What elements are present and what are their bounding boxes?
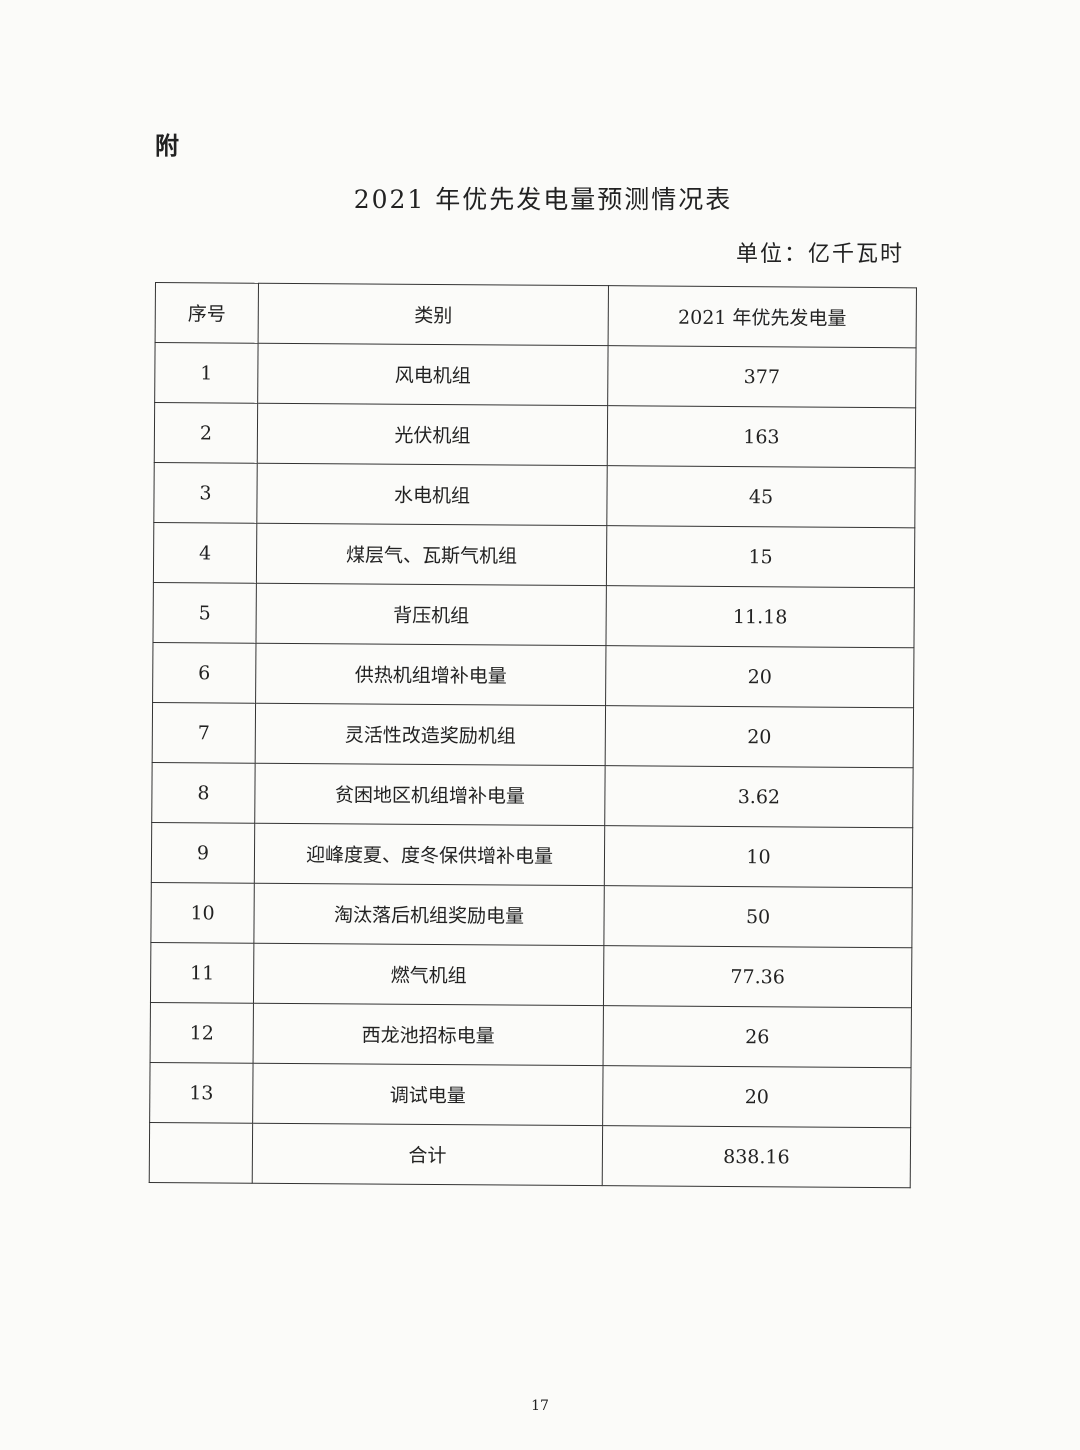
table-row: 6 供热机组增补电量 20 [152,642,914,708]
page-number: 17 [531,1398,549,1414]
table-row: 4 煤层气、瓦斯气机组 15 [153,522,915,588]
attachment-label: 附 [155,132,179,160]
cell-category: 燃气机组 [253,943,604,1006]
cell-index: 8 [151,762,256,824]
cell-index: 5 [152,582,257,644]
cell-amount: 50 [603,885,913,948]
cell-index [149,1122,253,1184]
cell-amount: 3.62 [604,765,914,828]
table-row: 9 迎峰度夏、度冬保供增补电量 10 [151,822,913,888]
cell-category: 风电机组 [257,343,609,406]
header-amount: 2021 年优先发电量 [608,285,917,348]
cell-amount: 163 [607,405,916,468]
cell-amount: 838.16 [602,1125,911,1188]
table-row: 13 调试电量 20 [149,1062,912,1128]
cell-amount: 15 [606,525,915,588]
cell-category: 供热机组增补电量 [255,643,606,706]
header-category: 类别 [258,283,609,346]
cell-index: 4 [153,522,257,584]
total-row: 合计 838.16 [149,1122,911,1188]
cell-index: 6 [152,642,256,704]
cell-category: 西龙池招标电量 [253,1003,604,1066]
table-row: 2 光伏机组 163 [154,402,916,468]
cell-category: 背压机组 [255,583,607,646]
header-index: 序号 [155,282,259,344]
cell-amount: 10 [604,825,913,888]
table-header-row: 序号 类别 2021 年优先发电量 [155,282,917,348]
cell-category: 灵活性改造奖励机组 [255,703,606,766]
table-row: 10 淘汰落后机组奖励电量 50 [150,882,913,948]
cell-index: 1 [154,342,259,404]
cell-amount: 77.36 [603,945,912,1008]
cell-amount: 20 [605,645,914,708]
table-row: 5 背压机组 11.18 [152,582,915,648]
cell-category: 水电机组 [256,463,608,526]
cell-amount: 11.18 [605,585,915,648]
cell-index: 13 [149,1062,254,1124]
cell-amount: 26 [603,1005,912,1068]
table-row: 3 水电机组 45 [153,462,916,528]
cell-category: 迎峰度夏、度冬保供增补电量 [254,823,605,886]
cell-amount: 20 [602,1065,912,1128]
table-row: 11 燃气机组 77.36 [150,942,912,1008]
cell-index: 10 [150,882,255,944]
unit-label: 单位：亿千瓦时 [736,242,905,267]
cell-category: 淘汰落后机组奖励电量 [253,883,605,946]
cell-amount: 45 [606,465,916,528]
cell-index: 7 [152,702,256,764]
cell-category: 光伏机组 [257,403,608,466]
table-row: 1 风电机组 377 [154,342,917,408]
cell-category: 煤层气、瓦斯气机组 [256,523,607,586]
cell-category: 合计 [252,1123,603,1186]
document-title: 2021 年优先发电量预测情况表 [353,185,733,214]
cell-category: 贫困地区机组增补电量 [254,763,606,826]
cell-category: 调试电量 [252,1063,604,1126]
cell-amount: 377 [607,345,917,408]
cell-index: 9 [151,822,255,884]
cell-index: 11 [150,942,254,1004]
forecast-table: 序号 类别 2021 年优先发电量 1 风电机组 377 2 光伏机组 163 3 水电机组 4… [149,282,917,1188]
cell-index: 2 [154,402,258,464]
table-row: 8 贫困地区机组增补电量 3.62 [151,762,914,828]
table-row: 7 灵活性改造奖励机组 20 [152,702,914,768]
table-row: 12 西龙池招标电量 26 [150,1002,912,1068]
cell-index: 3 [153,462,258,524]
cell-index: 12 [150,1002,254,1064]
cell-amount: 20 [605,705,914,768]
